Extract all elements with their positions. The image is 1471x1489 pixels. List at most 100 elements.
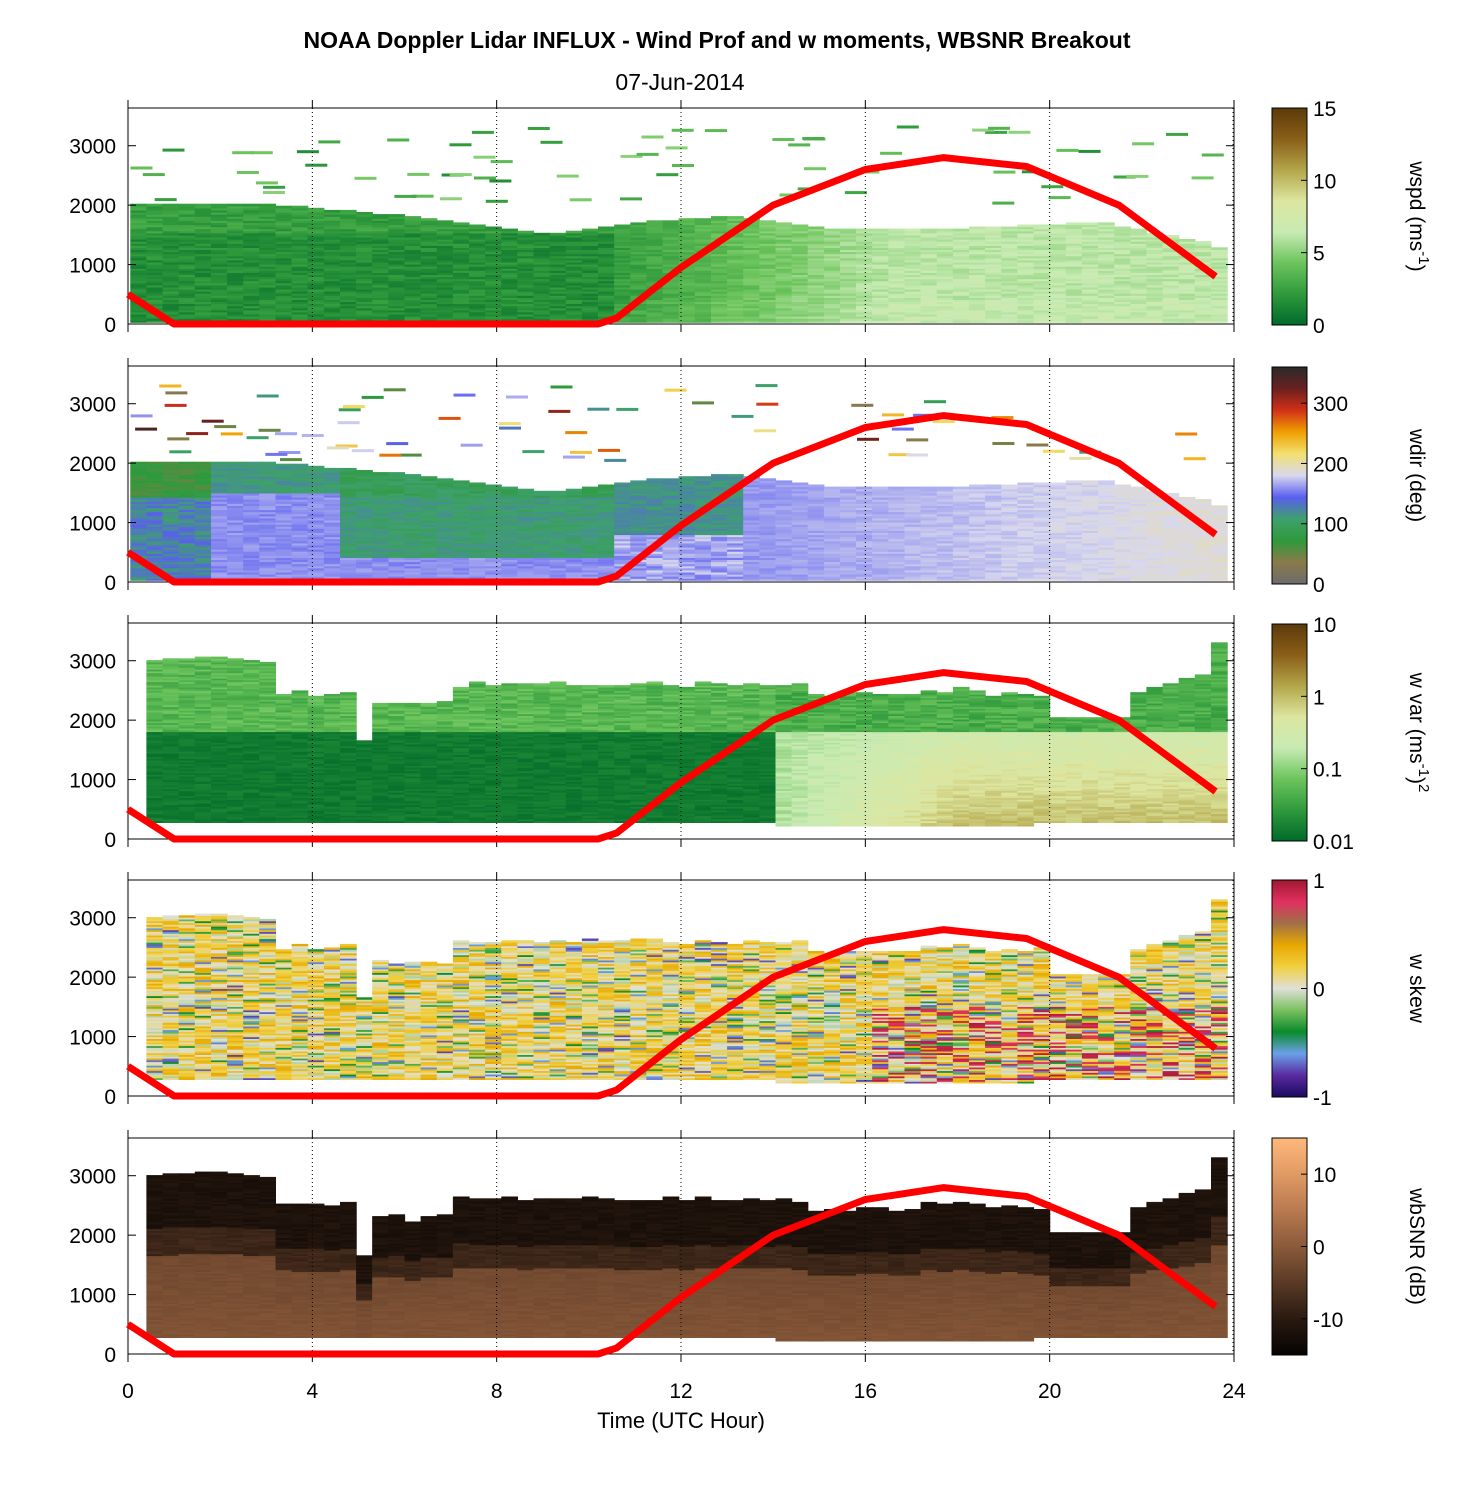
heatmap-cell (211, 268, 228, 271)
heatmap-cell (549, 303, 567, 307)
heatmap-cell (194, 259, 212, 263)
heatmap-cell (146, 249, 164, 253)
heatmap-cell (549, 259, 567, 263)
heatmap-cell (888, 261, 906, 265)
heatmap-cell (307, 261, 325, 265)
heatmap-cell (194, 461, 212, 465)
heatmap-cell (969, 266, 986, 269)
colorbar-tick-label: 15 (1313, 98, 1336, 121)
heatmap-cell (856, 280, 873, 284)
heatmap-cell (404, 234, 422, 238)
heatmap-cell (517, 284, 535, 288)
heatmap-cell (227, 234, 244, 238)
heatmap-cell (1081, 268, 1099, 271)
heatmap-cell (130, 276, 147, 280)
heatmap-cell (307, 257, 325, 261)
heatmap-cell (307, 303, 325, 307)
heatmap-cell (211, 470, 228, 473)
heatmap-cell (178, 499, 196, 502)
heatmap-cell (388, 261, 406, 265)
heatmap-cell (598, 274, 615, 278)
heatmap-cell (227, 212, 244, 215)
heatmap-cell (727, 282, 744, 286)
heatmap-cell (243, 576, 260, 579)
heatmap-cell (1081, 228, 1099, 232)
heatmap-cell (420, 261, 438, 265)
heatmap-cell (678, 288, 696, 292)
heatmap-cell (694, 295, 712, 298)
heatmap-cell (759, 307, 776, 311)
heatmap-cell (211, 542, 228, 546)
heatmap-cell (275, 266, 293, 269)
heatmap-cell (211, 561, 228, 565)
heatmap-cell (130, 461, 147, 465)
heatmap-cell (146, 205, 164, 209)
heatmap-cell (1081, 264, 1099, 267)
heatmap-cell (711, 259, 728, 263)
heatmap-cell (533, 301, 551, 305)
heatmap-cell (775, 259, 793, 263)
heatmap-cell (1114, 276, 1131, 280)
heatmap-cell (1130, 280, 1147, 284)
heatmap-cell (888, 239, 906, 242)
heatmap-cell (469, 293, 486, 296)
heatmap-cell (581, 230, 599, 234)
heatmap-cell (420, 311, 438, 315)
heatmap-cell (404, 270, 422, 273)
heatmap-cell (1081, 303, 1099, 307)
heatmap-cell (904, 307, 922, 311)
heatmap-cell (646, 318, 664, 321)
heatmap-cell (227, 476, 244, 479)
heatmap-cell (727, 245, 744, 248)
heatmap-cell (694, 297, 712, 300)
heatmap-cell (436, 301, 454, 305)
heatmap-cell (227, 530, 244, 533)
heatmap-cell (678, 307, 696, 311)
heatmap-cell (807, 316, 825, 319)
heatmap-cell (178, 497, 196, 500)
heatmap-cell (130, 542, 147, 546)
cloud-return (1056, 148, 1079, 152)
heatmap-cell (985, 249, 1002, 253)
heatmap-cell (243, 507, 260, 511)
heatmap-cell (162, 530, 180, 533)
heatmap-cell (743, 236, 760, 240)
heatmap-cell (694, 307, 712, 311)
heatmap-cell (662, 303, 680, 307)
heatmap-cell (711, 305, 728, 309)
heatmap-cell (888, 232, 906, 236)
heatmap-cell (743, 301, 760, 305)
heatmap-cell (130, 234, 147, 238)
heatmap-cell (340, 253, 357, 257)
heatmap-cell (565, 241, 583, 244)
heatmap-cell (743, 251, 760, 255)
heatmap-cell (888, 299, 906, 302)
heatmap-cell (388, 295, 406, 298)
heatmap-cell (1017, 307, 1035, 311)
heatmap-cell (130, 528, 147, 531)
heatmap-cell (146, 301, 164, 305)
heatmap-cell (291, 567, 309, 571)
heatmap-cell (823, 299, 841, 302)
heatmap-cell (581, 307, 599, 311)
heatmap-cell (194, 234, 212, 238)
heatmap-cell (1033, 282, 1051, 286)
heatmap-cell (178, 571, 196, 575)
heatmap-cell (485, 282, 502, 286)
heatmap-cell (1114, 307, 1131, 311)
heatmap-cell (372, 311, 389, 315)
heatmap-cell (178, 488, 196, 492)
heatmap-cell (985, 320, 1002, 323)
heatmap-cell (565, 264, 583, 267)
heatmap-cell (549, 261, 567, 265)
heatmap-cell (388, 249, 406, 253)
heatmap-cell (694, 293, 712, 296)
heatmap-cell (194, 486, 212, 490)
heatmap-cell (130, 526, 147, 529)
heatmap-cell (1033, 318, 1051, 321)
heatmap-cell (711, 253, 728, 257)
heatmap-cell (194, 257, 212, 261)
heatmap-cell (194, 207, 212, 211)
heatmap-cell (807, 239, 825, 242)
heatmap-cell (888, 313, 906, 317)
